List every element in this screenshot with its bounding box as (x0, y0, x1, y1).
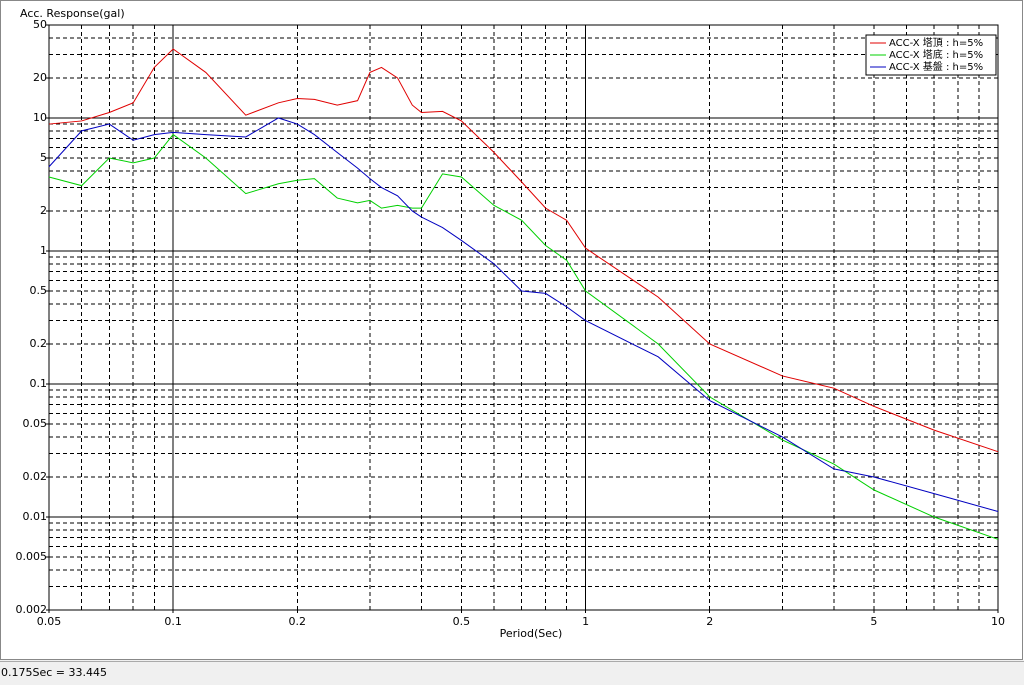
legend-label: ACC-X 基盤 : h=5% (889, 60, 983, 73)
x-tick-label: 5 (870, 615, 877, 628)
y-tick-label: 0.005 (16, 550, 48, 563)
x-axis-label: Period(Sec) (500, 627, 563, 640)
plot-frame (48, 24, 999, 611)
y-tick-label: 0.05 (23, 417, 48, 430)
y-tick-label: 0.002 (16, 603, 48, 616)
chart: Acc. Response(gal) Period(Sec) 0.002 0.00… (0, 0, 1024, 660)
legend-label: ACC-X 塔頂 : h=5% (889, 36, 983, 49)
y-tick-label: 0.02 (23, 470, 48, 483)
legend-label: ACC-X 塔底 : h=5% (889, 48, 983, 61)
y-tick-label: 1 (40, 244, 47, 257)
y-tick-label: 0.2 (30, 337, 48, 350)
y-tick-label: 10 (33, 111, 47, 124)
x-tick-label: 1 (582, 615, 589, 628)
chart-title: Acc. Response(gal) (20, 7, 125, 20)
series-line (48, 48, 999, 453)
x-tick-label: 0.05 (37, 615, 62, 628)
x-tick-label: 0.1 (164, 615, 182, 628)
y-tick-label: 0.5 (30, 284, 48, 297)
series-line (48, 117, 999, 513)
y-tick-label: 0.1 (30, 377, 48, 390)
series-line (48, 133, 999, 540)
y-tick-label: 2 (40, 204, 47, 217)
y-tick-label: 20 (33, 71, 47, 84)
x-tick-label: 0.5 (453, 615, 471, 628)
status-bar: 0.175Sec = 33.445 (0, 661, 1024, 685)
legend-box (865, 34, 997, 76)
x-tick-label: 2 (706, 615, 713, 628)
x-tick-label: 0.2 (289, 615, 307, 628)
x-tick-label: 10 (991, 615, 1005, 628)
y-tick-label: 0.01 (23, 510, 48, 523)
y-tick-label: 5 (40, 151, 47, 164)
window-frame (0, 0, 1023, 660)
y-tick-label: 50 (33, 18, 47, 31)
